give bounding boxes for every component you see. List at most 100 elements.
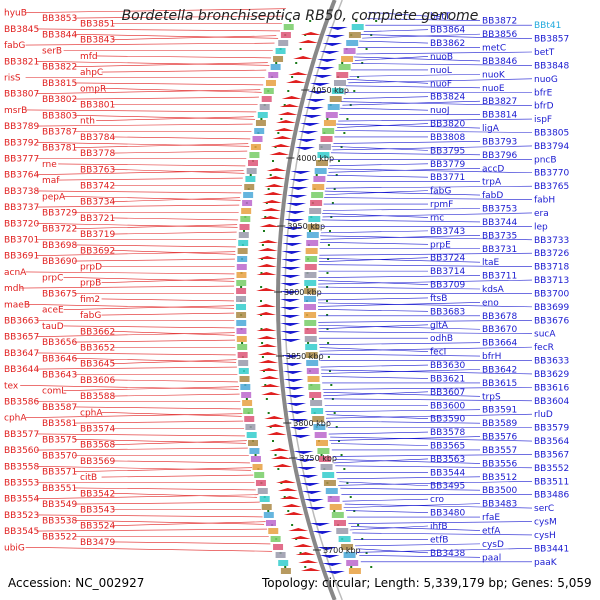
- gene-label-left: BB3523: [4, 511, 39, 521]
- annotation-block: [341, 56, 353, 62]
- gene-label-right: BB3511: [534, 477, 569, 487]
- feature-dot: [270, 174, 272, 176]
- feature-dot: [263, 230, 265, 232]
- gene-label-right: BB3512: [482, 473, 517, 483]
- gene-arrow-left: [260, 384, 280, 387]
- gene-label-left: tauD: [42, 322, 64, 332]
- annotation-block: [330, 504, 342, 510]
- gene-arrow-right: [312, 531, 332, 534]
- gene-arrow-left: [282, 504, 302, 507]
- gene-label-right: BB3483: [482, 500, 517, 510]
- annotation-block: [238, 248, 248, 254]
- annotation-block: [278, 560, 288, 566]
- leader-line-left: [112, 461, 250, 463]
- gene-arrow-left: [291, 536, 311, 539]
- gene-arrow-right: [291, 435, 311, 438]
- gene-label-right: rluD: [534, 410, 553, 420]
- gene-arrow-right: [289, 179, 309, 182]
- gene-arrow-left: [274, 128, 294, 131]
- gene-arrow-left: [278, 112, 298, 115]
- gene-label-right: rpmF: [430, 200, 453, 210]
- annotation-block: [305, 344, 317, 350]
- gene-arrow-left: [267, 432, 287, 435]
- annotation-block: [324, 480, 336, 486]
- leader-line-right: [323, 213, 532, 217]
- feature-dot: [287, 510, 289, 512]
- kbp-label: 3700 kbp: [323, 546, 361, 555]
- annotation-block: [254, 128, 264, 134]
- annotation-block: [306, 248, 318, 254]
- leader-line-right: [340, 108, 428, 110]
- feature-dot: [291, 524, 293, 526]
- leader-line-left: [102, 313, 235, 315]
- annotation-block: [236, 288, 246, 294]
- gene-label-left: maeB: [4, 300, 30, 310]
- gene-label-left: BB3663: [4, 317, 39, 327]
- gene-arrow-right: [310, 523, 330, 526]
- gene-arrow-left: [261, 208, 281, 211]
- gene-label-left: BB3644: [4, 365, 40, 375]
- annotation-block: [247, 168, 257, 174]
- annotation-block: [236, 328, 246, 334]
- annotation-block: [245, 176, 255, 182]
- gene-label-left: BB3778: [80, 149, 116, 159]
- feature-dot: [330, 384, 332, 386]
- gene-label-right: BB3713: [534, 276, 569, 286]
- kbp-label: 4000 kbp: [296, 154, 334, 163]
- gene-label-right: BB3552: [534, 464, 569, 474]
- leader-line-right: [364, 30, 428, 32]
- gene-label-left: BB3690: [42, 257, 78, 267]
- gene-label-right: BB3604: [534, 397, 570, 407]
- gene-arrow-right: [322, 563, 342, 566]
- annotation-block: [328, 104, 340, 110]
- gene-arrow-left: [282, 96, 302, 99]
- annotation-block: [237, 344, 247, 350]
- annotation-block: [254, 472, 264, 478]
- gene-label-right: bfrD: [534, 102, 554, 112]
- gene-arrow-left: [267, 168, 287, 171]
- leader-line-left: [74, 97, 259, 99]
- leader-line-right: [351, 526, 480, 530]
- gene-arrow-left: [273, 464, 293, 467]
- leader-line-right: [321, 231, 428, 233]
- gene-arrow-left: [256, 328, 276, 331]
- annotation-block: [326, 112, 338, 118]
- annotation-block: [304, 328, 316, 334]
- gene-label-left: BB3722: [42, 225, 77, 235]
- gene-label-left: BB3698: [42, 241, 78, 251]
- leader-line-left: [36, 124, 252, 126]
- annotation-block: [241, 392, 251, 398]
- leader-line-right: [355, 544, 480, 546]
- gene-label-right: BB3794: [534, 142, 570, 152]
- gene-arrow-left: [263, 192, 283, 195]
- leader-line-left: [112, 151, 247, 153]
- annotation-block: [326, 488, 338, 494]
- gene-label-right: BB3753: [482, 205, 517, 215]
- feature-dot: [350, 566, 352, 568]
- leader-line-right: [319, 343, 480, 345]
- gene-label-right: BB3864: [430, 26, 466, 36]
- gene-arrow-left: [278, 488, 298, 491]
- gene-arrow-left: [265, 424, 285, 427]
- gene-label-left: BB3720: [4, 219, 40, 229]
- leader-line-left: [112, 218, 238, 220]
- leader-line-left: [36, 367, 237, 369]
- gene-arrow-right: [325, 571, 345, 574]
- gene-label-right: odhB: [430, 334, 453, 344]
- kbp-label: 3750 kbp: [299, 454, 337, 463]
- gene-label-left: BB3543: [80, 506, 115, 516]
- gene-label-right: cysD: [482, 540, 504, 550]
- leader-line-right: [342, 499, 428, 501]
- gene-arrow-left: [256, 272, 276, 275]
- gene-label-left: fim2: [80, 295, 100, 305]
- gene-label-left: BB3646: [42, 354, 78, 364]
- gene-label-right: BB3770: [534, 169, 570, 179]
- feature-dot: [346, 118, 348, 120]
- gene-arrow-right: [286, 203, 306, 206]
- gene-label-left: BB3652: [80, 344, 115, 354]
- gene-arrow-left: [296, 552, 316, 555]
- annotation-block: [321, 136, 333, 142]
- annotation-block: [243, 192, 253, 198]
- annotation-block: [236, 320, 246, 326]
- gene-arrow-left: [288, 528, 308, 531]
